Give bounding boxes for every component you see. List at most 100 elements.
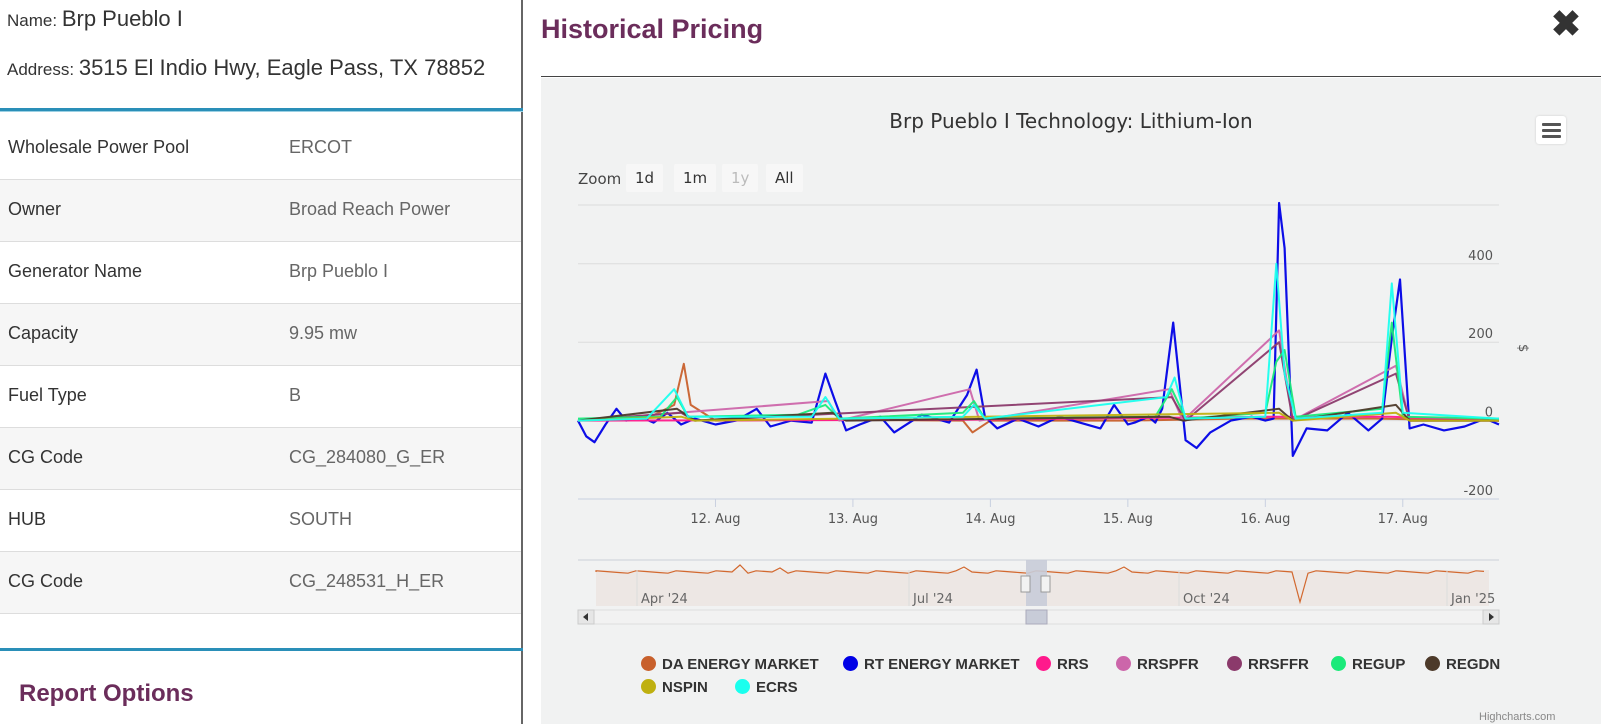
y-tick-label: 400	[1468, 249, 1493, 264]
legend-item-da-energy-market[interactable]: DA ENERGY MARKET	[641, 656, 819, 673]
legend-item-regdn[interactable]: REGDN	[1425, 656, 1500, 673]
x-tick-label: 15. Aug	[1103, 512, 1153, 527]
properties-table: Wholesale Power Pool ERCOT Owner Broad R…	[0, 118, 521, 614]
zoom-all-button[interactable]: All	[766, 164, 803, 192]
y-axis-label: $	[1515, 344, 1530, 352]
legend-marker	[843, 656, 858, 671]
navigator-handle-left	[1020, 575, 1031, 593]
property-value: B	[289, 385, 302, 405]
legend-item-rrspfr[interactable]: RRSPFR	[1116, 656, 1199, 673]
zoom-1d-button[interactable]: 1d	[626, 164, 664, 192]
chart-title: Brp Pueblo I Technology: Lithium-Ion	[889, 109, 1252, 133]
series-line-rrspfr	[577, 329, 1499, 422]
navigator-tick-label: Jul '24	[912, 592, 953, 607]
legend-item-rt-energy-market[interactable]: RT ENERGY MARKET	[843, 656, 1020, 673]
scroll-left-icon	[583, 613, 588, 621]
property-key: CG Code	[8, 447, 84, 467]
table-row: CG Code CG_284080_G_ER	[0, 428, 521, 490]
legend-marker	[1036, 656, 1051, 671]
x-tick-label: 13. Aug	[828, 512, 878, 527]
name-label: Name:	[7, 11, 58, 30]
property-key: HUB	[8, 509, 47, 529]
facility-address: Address: 3515 El Indio Hwy, Eagle Pass, …	[7, 55, 485, 81]
navigator-tick-label: Oct '24	[1183, 592, 1230, 607]
scrollbar-thumb	[1025, 609, 1048, 625]
address-value: 3515 El Indio Hwy, Eagle Pass, TX 78852	[78, 55, 486, 80]
property-key: Fuel Type	[8, 385, 87, 405]
x-tick-label: 14. Aug	[965, 512, 1015, 527]
table-row: HUB SOUTH	[0, 490, 521, 552]
close-icon[interactable]: ✖	[1550, 3, 1582, 44]
address-label: Address:	[7, 60, 75, 79]
table-row: Wholesale Power Pool ERCOT	[0, 118, 521, 180]
series-line-ecrs	[577, 262, 1500, 422]
property-value: CG_284080_G_ER	[289, 447, 446, 467]
x-tick-label: 17. Aug	[1378, 512, 1428, 527]
zoom-1m-button[interactable]: 1m	[674, 164, 717, 192]
property-value: CG_248531_H_ER	[289, 571, 445, 591]
legend-marker	[641, 679, 656, 694]
x-tick-label: 16. Aug	[1240, 512, 1290, 527]
legend-label: RT ENERGY MARKET	[864, 656, 1020, 673]
name-value: Brp Pueblo I	[61, 6, 183, 31]
table-row: Capacity 9.95 mw	[0, 304, 521, 366]
table-row: Generator Name Brp Pueblo I	[0, 242, 521, 304]
legend-marker	[1116, 656, 1131, 671]
facility-details-panel: Name: Brp Pueblo I Address: 3515 El Indi…	[0, 0, 523, 724]
zoom-1y-button[interactable]: 1y	[722, 164, 759, 192]
facility-name: Name: Brp Pueblo I	[7, 6, 183, 32]
legend-label: ECRS	[756, 679, 798, 696]
property-value: ERCOT	[289, 137, 352, 157]
property-value: SOUTH	[289, 509, 352, 529]
legend-label: DA ENERGY MARKET	[662, 656, 819, 673]
zoom-label: Zoom	[578, 170, 622, 188]
table-row: Fuel Type B	[0, 366, 521, 428]
report-options-heading[interactable]: Report Options	[19, 680, 194, 707]
y-tick-label: -200	[1463, 484, 1493, 499]
legend-marker	[1331, 656, 1346, 671]
legend-item-rrs[interactable]: RRS	[1036, 656, 1089, 673]
legend-marker	[735, 679, 750, 694]
navigator-handle-right	[1040, 575, 1051, 593]
legend-label: NSPIN	[662, 679, 708, 696]
y-tick-label: 200	[1468, 327, 1493, 342]
chart-menu-icon[interactable]	[1536, 116, 1566, 144]
legend-marker	[641, 656, 656, 671]
x-tick-label: 12. Aug	[690, 512, 740, 527]
property-key: Wholesale Power Pool	[8, 137, 190, 157]
property-key: Generator Name	[8, 261, 143, 281]
legend-label: RRSFFR	[1248, 656, 1309, 673]
legend-item-rrsffr[interactable]: RRSFFR	[1227, 656, 1309, 673]
legend-item-nspin[interactable]: NSPIN	[641, 679, 708, 696]
chart-container: Brp Pueblo I Technology: Lithium-Ion -200…	[541, 78, 1601, 724]
property-key: Capacity	[8, 323, 79, 343]
property-value: Brp Pueblo I	[289, 261, 389, 281]
y-tick-label: 0	[1485, 406, 1493, 421]
legend-label: REGDN	[1446, 656, 1501, 673]
property-key: Owner	[8, 199, 62, 219]
legend-label: RRS	[1057, 656, 1089, 673]
legend-item-ecrs[interactable]: ECRS	[735, 679, 798, 696]
property-value: 9.95 mw	[289, 323, 358, 343]
legend-marker	[1227, 656, 1242, 671]
price-chart[interactable]: Brp Pueblo I Technology: Lithium-Ion -200…	[541, 78, 1601, 724]
legend-label: RRSPFR	[1137, 656, 1199, 673]
legend-label: REGUP	[1352, 656, 1406, 673]
property-value: Broad Reach Power	[289, 199, 451, 219]
table-row: Owner Broad Reach Power	[0, 180, 521, 242]
modal-title: Historical Pricing	[541, 14, 764, 44]
section-divider	[0, 648, 523, 651]
navigator-selection	[1026, 560, 1047, 606]
legend-item-regup[interactable]: REGUP	[1331, 656, 1405, 673]
property-key: CG Code	[8, 571, 84, 591]
header-divider	[0, 108, 523, 111]
table-row: CG Code CG_248531_H_ER	[0, 552, 521, 614]
series-line-nspin	[577, 411, 1499, 422]
navigator-tick-label: Jan '25	[1450, 592, 1495, 607]
series-line-regdn	[577, 403, 1499, 422]
navigator-tick-label: Apr '24	[641, 592, 688, 607]
modal-divider	[541, 76, 1601, 77]
legend-marker	[1425, 656, 1440, 671]
highcharts-credits[interactable]: Highcharts.com	[1479, 711, 1556, 723]
scroll-right-icon	[1489, 613, 1494, 621]
